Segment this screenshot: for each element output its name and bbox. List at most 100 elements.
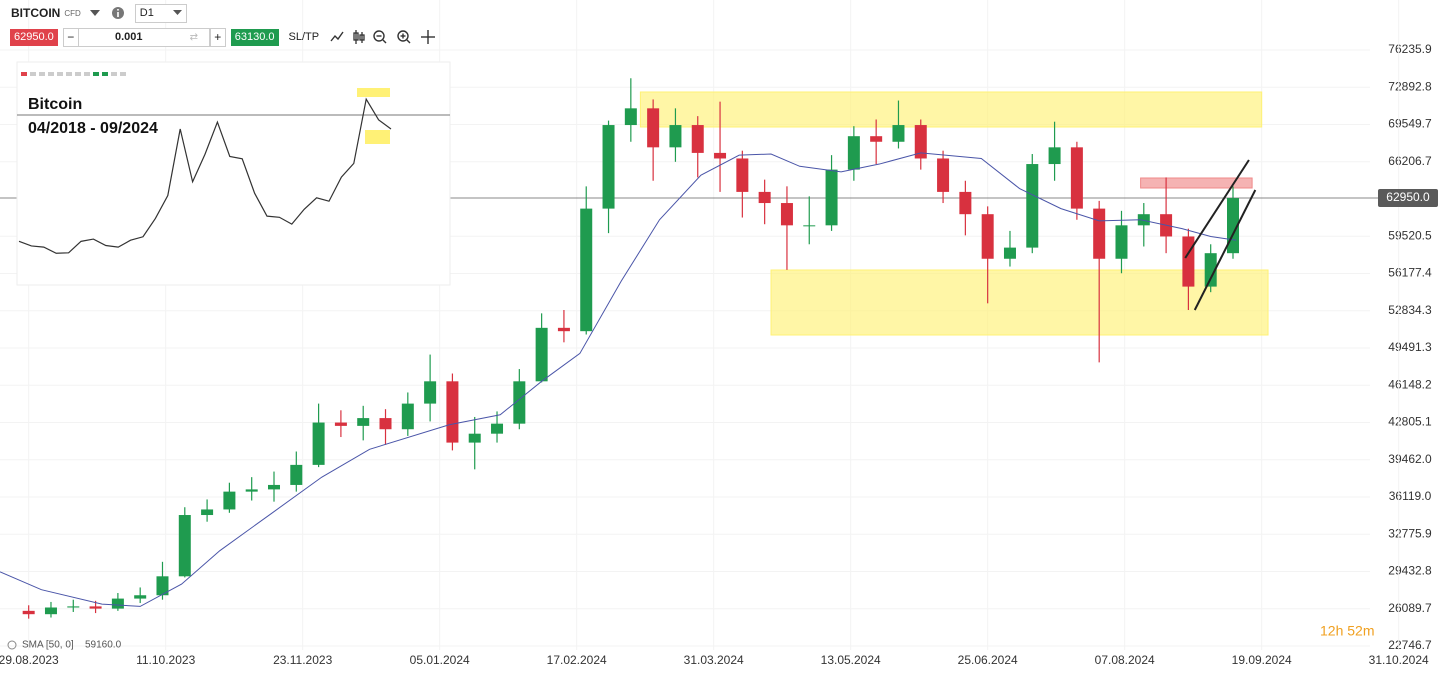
instrument-type: CFD: [64, 8, 81, 18]
x-tick-label: 29.08.2023: [0, 653, 59, 667]
zoom-out-icon[interactable]: [373, 30, 387, 44]
candle-body: [201, 509, 214, 516]
sma-legend: SMA [50, 0] 59160.0: [7, 640, 122, 651]
y-tick-label: 69549.7: [1388, 117, 1432, 131]
inset-toolbar-stub: [84, 72, 90, 76]
candle-body: [959, 191, 972, 215]
candle-body: [22, 610, 35, 615]
trend-line: [1184, 159, 1250, 259]
candle-body: [870, 136, 883, 142]
candle-icon[interactable]: [353, 30, 365, 44]
price-zone: [639, 91, 1263, 128]
quantity: 0.001: [115, 31, 143, 43]
inset-toolbar-stub: [48, 72, 54, 76]
info-icon[interactable]: [111, 6, 125, 20]
candle-body: [580, 208, 593, 332]
candle-body: [111, 598, 124, 609]
current-price-box: [1378, 189, 1438, 208]
inset-zone: [357, 88, 390, 97]
candle-body: [557, 327, 570, 332]
legend-icon: [7, 640, 17, 650]
y-tick-label: 59520.5: [1388, 228, 1432, 242]
decrease-button[interactable]: −: [62, 27, 79, 47]
candle-body: [424, 381, 437, 404]
y-tick-label: 76235.9: [1388, 42, 1432, 56]
inset-toolbar-stub: [120, 72, 126, 76]
candle-body: [892, 125, 905, 142]
countdown: 12h 52m: [1320, 623, 1374, 639]
price-zone: [1140, 177, 1253, 189]
candle-body: [178, 515, 191, 577]
candle-body: [223, 491, 236, 510]
y-tick-label: 36119.0: [1389, 489, 1432, 503]
sltp-button[interactable]: SL/TP: [288, 31, 320, 43]
candle-body: [67, 606, 80, 608]
candle-body: [446, 381, 459, 443]
pan-icon[interactable]: [421, 30, 436, 44]
y-tick-label: 56177.4: [1388, 266, 1432, 280]
x-tick-label: 13.05.2024: [821, 653, 881, 667]
sma-last-value: 59160.0: [85, 640, 122, 651]
candle-body: [1048, 147, 1061, 165]
candle-body: [714, 152, 727, 159]
chart-tools: [330, 30, 436, 44]
order-bar: 62950.0 − 0.001 ⇄ + 63130.0 SL/TP: [10, 27, 439, 47]
inset-price: [18, 97, 392, 254]
line-chart-icon[interactable]: [330, 31, 344, 42]
candle-body: [691, 125, 704, 153]
inset-toolbar-stub: [30, 72, 36, 76]
y-tick-label: 32775.9: [1388, 526, 1432, 540]
candle-body: [1070, 147, 1083, 209]
candle-body: [1026, 164, 1039, 248]
y-tick-label: 66206.7: [1388, 154, 1432, 168]
inset-toolbar-stub: [102, 72, 108, 76]
y-tick-label: 39462.0: [1388, 452, 1432, 466]
candle-body: [1003, 247, 1016, 259]
inset-frame: [16, 61, 451, 286]
candle-body: [312, 422, 325, 465]
x-tick-label: 31.03.2024: [684, 653, 744, 667]
quantity-input[interactable]: 0.001: [78, 27, 179, 47]
timeframe-select[interactable]: D1: [134, 3, 187, 23]
zoom-in-icon[interactable]: [397, 30, 411, 44]
candle-body: [401, 403, 414, 430]
inset-toolbar-stub: [111, 72, 117, 76]
candle-body: [825, 169, 838, 226]
y-tick-label: 22746.7: [1388, 638, 1432, 652]
candle-body: [736, 158, 749, 192]
candle-body: [1137, 214, 1150, 226]
dropdown-arrow: [172, 10, 182, 15]
x-tick-label: 23.11.2023: [273, 653, 332, 667]
candle-body: [334, 422, 347, 426]
inset-zone: [365, 130, 390, 144]
sell-button[interactable]: 62950.0: [10, 28, 58, 46]
dropdown-arrow[interactable]: [89, 8, 101, 18]
candle-body: [357, 418, 370, 426]
y-tick-label: 52834.3: [1388, 303, 1432, 317]
symbol[interactable]: BITCOIN: [11, 6, 61, 20]
swap-icon[interactable]: ⇄: [178, 27, 210, 47]
candle-body: [379, 418, 392, 430]
y-tick-label: 42805.1: [1388, 415, 1432, 429]
increase-button[interactable]: +: [209, 27, 226, 47]
candle-body: [647, 108, 660, 148]
symbol-bar: BITCOIN CFD D1: [11, 3, 187, 23]
x-tick-label: 19.09.2024: [1232, 653, 1292, 667]
y-tick-label: 46148.2: [1388, 377, 1432, 391]
candle-body: [1115, 225, 1128, 259]
inset-toolbar-stub: [21, 72, 27, 76]
x-tick-label: 25.06.2024: [958, 653, 1018, 667]
inset-toolbar-stub: [57, 72, 63, 76]
candle-body: [44, 607, 57, 615]
candle-body: [981, 214, 994, 259]
y-tick-label: 72892.8: [1388, 79, 1432, 93]
sell-price: 62950.0: [14, 31, 54, 43]
candle-body: [134, 595, 147, 599]
x-tick-label: 31.10.2024: [1369, 653, 1429, 667]
buy-button[interactable]: 63130.0: [230, 28, 279, 46]
candle-body: [914, 125, 927, 159]
candle-body: [780, 203, 793, 226]
inset-toolbar-stub: [39, 72, 45, 76]
candle-body: [268, 484, 280, 490]
